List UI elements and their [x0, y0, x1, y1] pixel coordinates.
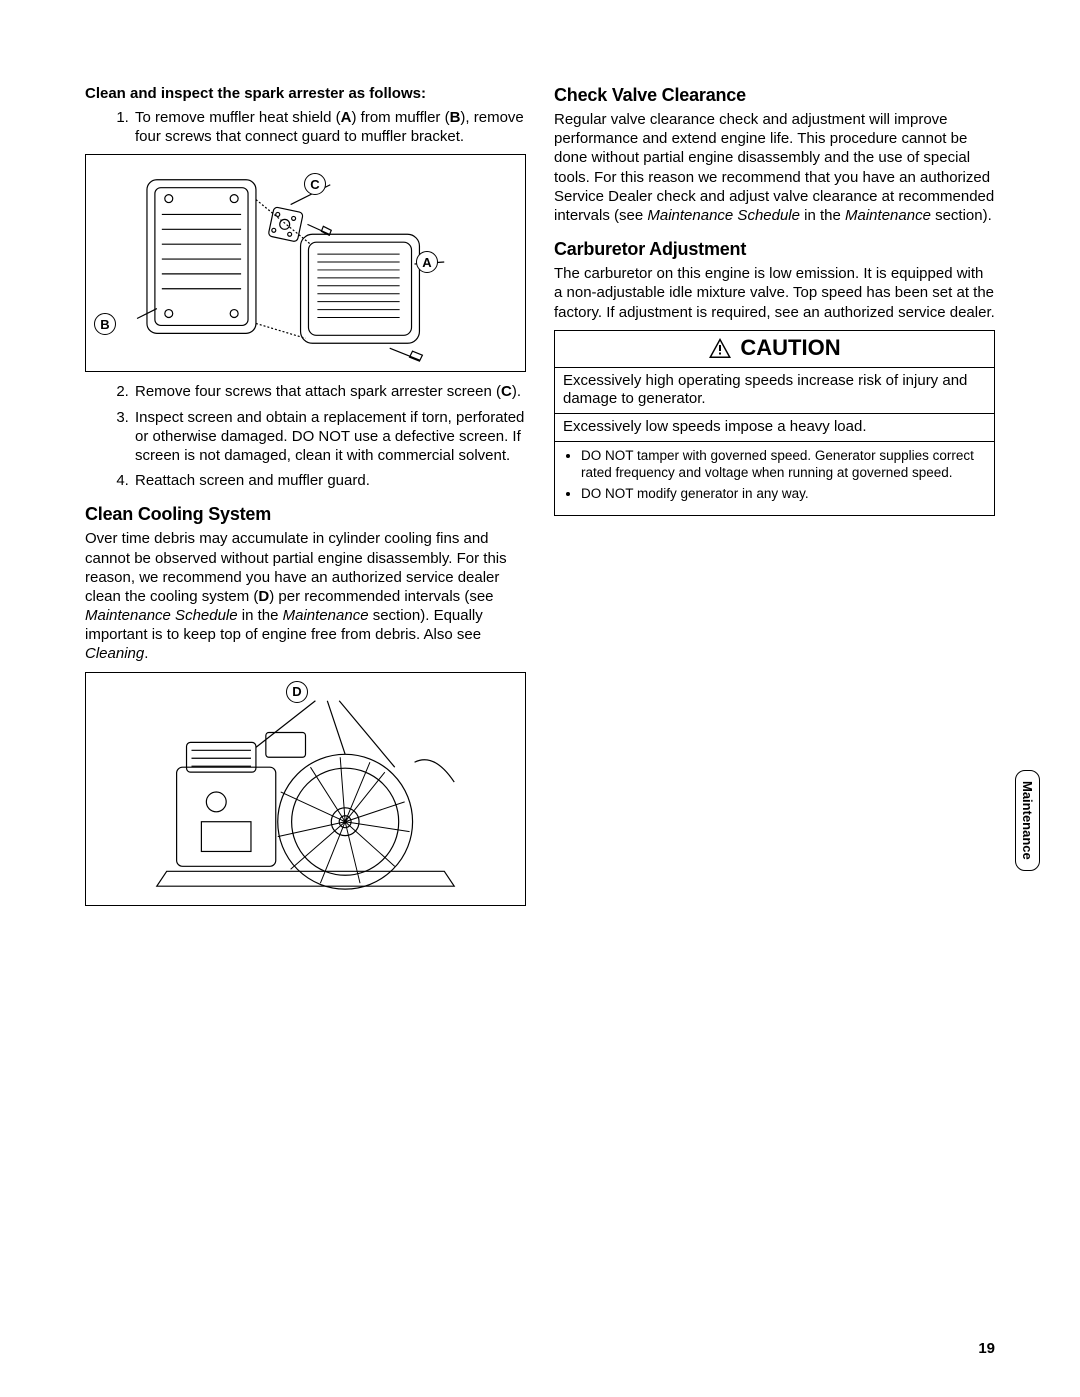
side-tab-maintenance: Maintenance	[1015, 770, 1040, 871]
callout-d: D	[286, 681, 308, 703]
warning-icon	[708, 337, 732, 359]
left-column: Clean and inspect the spark arrester as …	[85, 85, 526, 916]
cooling-heading: Clean Cooling System	[85, 504, 526, 525]
page-number: 19	[978, 1340, 995, 1357]
step-2: Remove four screws that attach spark arr…	[133, 382, 526, 401]
caution-bullet-2: DO NOT modify generator in any way.	[581, 486, 984, 503]
step-3: Inspect screen and obtain a replacement …	[133, 408, 526, 466]
caution-box: CAUTION Excessively high operating speed…	[554, 330, 995, 516]
figure-engine-diagram: D	[85, 672, 526, 906]
right-column: Check Valve Clearance Regular valve clea…	[554, 85, 995, 916]
caution-header: CAUTION	[555, 331, 994, 368]
caution-bullets: DO NOT tamper with governed speed. Gener…	[555, 442, 994, 515]
step-4: Reattach screen and muffler guard.	[133, 471, 526, 490]
caution-row-1: Excessively high operating speeds increa…	[555, 368, 994, 415]
carb-paragraph: The carburetor on this engine is low emi…	[554, 264, 995, 322]
spark-arrester-intro: Clean and inspect the spark arrester as …	[85, 85, 526, 102]
engine-svg	[86, 673, 525, 905]
valve-paragraph: Regular valve clearance check and adjust…	[554, 110, 995, 225]
two-column-layout: Clean and inspect the spark arrester as …	[85, 85, 995, 916]
spark-arrester-steps: To remove muffler heat shield (A) from m…	[85, 108, 526, 146]
step-1: To remove muffler heat shield (A) from m…	[133, 108, 526, 146]
figure-muffler-diagram: C A B	[85, 154, 526, 372]
spark-arrester-steps-cont: Remove four screws that attach spark arr…	[85, 382, 526, 490]
valve-heading: Check Valve Clearance	[554, 85, 995, 106]
cooling-paragraph: Over time debris may accumulate in cylin…	[85, 529, 526, 663]
caution-title-text: CAUTION	[740, 335, 840, 361]
caution-bullet-1: DO NOT tamper with governed speed. Gener…	[581, 448, 984, 482]
carb-heading: Carburetor Adjustment	[554, 239, 995, 260]
caution-row-2: Excessively low speeds impose a heavy lo…	[555, 414, 994, 442]
